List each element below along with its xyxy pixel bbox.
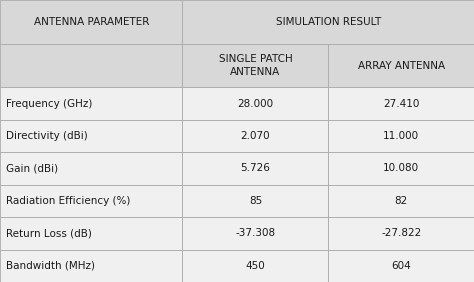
Text: Bandwidth (MHz): Bandwidth (MHz) <box>6 261 95 271</box>
Text: -27.822: -27.822 <box>381 228 421 238</box>
Bar <box>328 87 474 120</box>
Bar <box>182 250 328 282</box>
Bar <box>0 185 182 217</box>
Text: Frequency (GHz): Frequency (GHz) <box>6 99 92 109</box>
Text: ARRAY ANTENNA: ARRAY ANTENNA <box>358 61 445 70</box>
Bar <box>182 185 328 217</box>
Text: Directivity (dBi): Directivity (dBi) <box>6 131 87 141</box>
Bar <box>0 152 182 185</box>
Bar <box>182 217 328 250</box>
Bar <box>0 120 182 152</box>
Text: 604: 604 <box>392 261 411 271</box>
Bar <box>328 44 474 87</box>
Text: 28.000: 28.000 <box>237 99 273 109</box>
Text: 82: 82 <box>395 196 408 206</box>
Bar <box>328 152 474 185</box>
Bar <box>182 152 328 185</box>
Text: 10.080: 10.080 <box>383 164 419 173</box>
Bar <box>182 87 328 120</box>
Bar <box>0 0 182 44</box>
Bar <box>328 185 474 217</box>
Text: 450: 450 <box>246 261 265 271</box>
Text: -37.308: -37.308 <box>236 228 275 238</box>
Bar <box>328 120 474 152</box>
Text: 2.070: 2.070 <box>241 131 270 141</box>
Text: Gain (dBi): Gain (dBi) <box>6 164 58 173</box>
Text: Radiation Efficiency (%): Radiation Efficiency (%) <box>6 196 130 206</box>
Text: SIMULATION RESULT: SIMULATION RESULT <box>275 17 381 27</box>
Text: 5.726: 5.726 <box>240 164 271 173</box>
Bar <box>182 44 328 87</box>
Text: ANTENNA PARAMETER: ANTENNA PARAMETER <box>34 17 149 27</box>
Bar <box>182 0 474 44</box>
Text: 27.410: 27.410 <box>383 99 419 109</box>
Bar <box>328 217 474 250</box>
Text: Return Loss (dB): Return Loss (dB) <box>6 228 91 238</box>
Text: 11.000: 11.000 <box>383 131 419 141</box>
Bar <box>0 250 182 282</box>
Text: 85: 85 <box>249 196 262 206</box>
Bar <box>0 217 182 250</box>
Bar <box>0 44 182 87</box>
Bar <box>182 120 328 152</box>
Text: SINGLE PATCH
ANTENNA: SINGLE PATCH ANTENNA <box>219 54 292 77</box>
Bar <box>0 87 182 120</box>
Bar <box>328 250 474 282</box>
